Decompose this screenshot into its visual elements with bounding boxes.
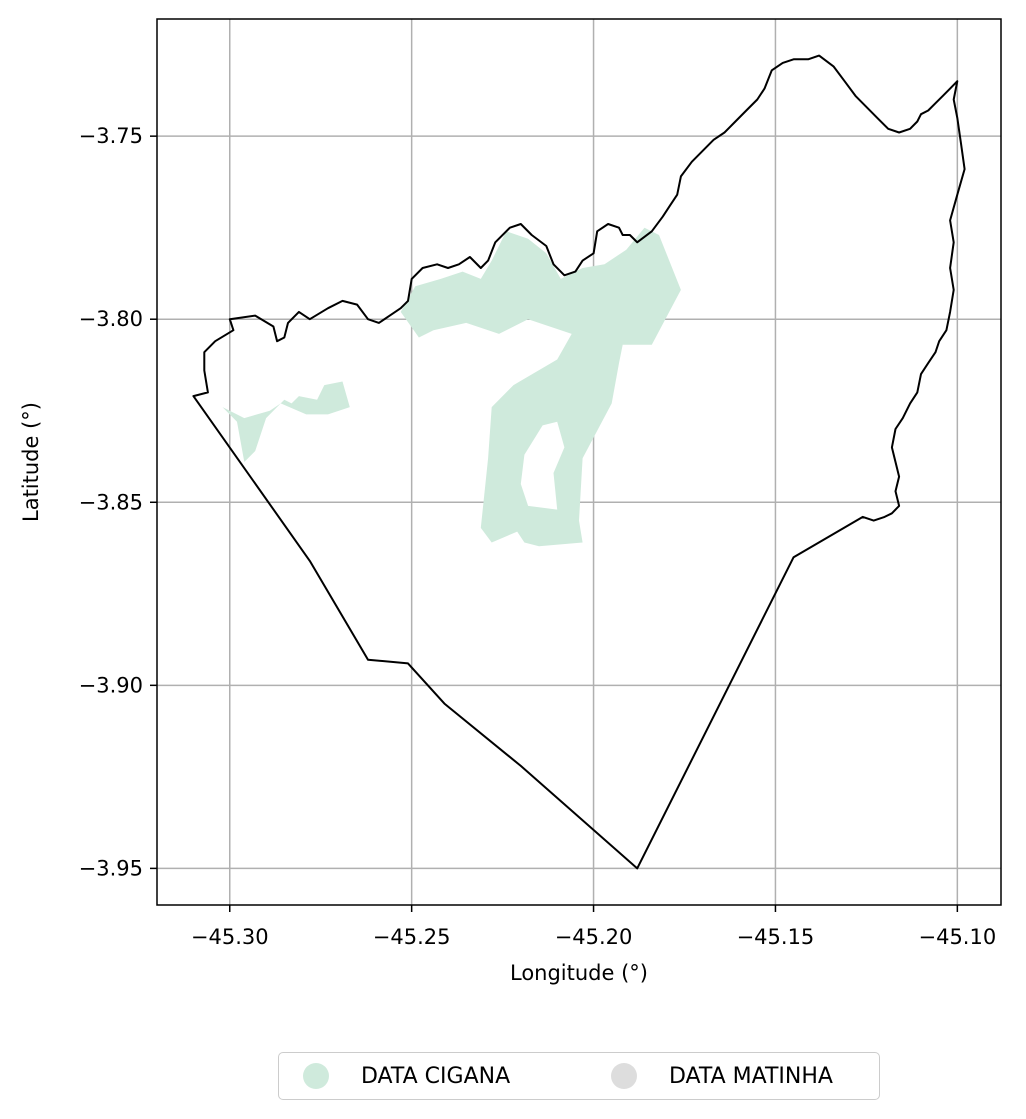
region-polygons	[222, 227, 681, 547]
plot-area-frame	[156, 18, 1002, 906]
legend-label-cigana: DATA CIGANA	[361, 1063, 511, 1089]
region-hole	[520, 421, 565, 510]
x-tick-label: −45.30	[191, 925, 269, 949]
x-axis-label: Longitude (°)	[510, 961, 648, 985]
y-tick-label: −3.90	[79, 673, 143, 697]
legend-label-matinha: DATA MATINHA	[669, 1063, 833, 1089]
y-tick-label: −3.80	[79, 307, 143, 331]
axis-ticks: −45.30 −45.25 −45.20 −45.15 −45.10 −3.75 −3.80…	[79, 124, 997, 949]
region-polygon	[400, 227, 681, 547]
legend: DATA CIGANA DATA MATINHA	[278, 1052, 880, 1100]
y-tick-label: −3.75	[79, 124, 143, 148]
municipality-boundary	[192, 54, 966, 870]
x-tick-label: −45.10	[918, 925, 996, 949]
y-axis-label: Latitude (°)	[19, 402, 43, 522]
boundary-line	[192, 54, 966, 870]
grid-lines	[157, 19, 1001, 905]
legend-marker-cigana	[303, 1063, 329, 1089]
x-tick-label: −45.25	[373, 925, 451, 949]
legend-marker-matinha	[611, 1063, 637, 1089]
x-tick-label: −45.15	[737, 925, 815, 949]
y-tick-label: −3.95	[79, 856, 143, 880]
legend-item-cigana: DATA CIGANA	[303, 1053, 510, 1099]
region-polygon	[222, 381, 350, 462]
legend-item-matinha: DATA MATINHA	[611, 1053, 833, 1099]
x-tick-label: −45.20	[555, 925, 633, 949]
y-tick-label: −3.85	[79, 490, 143, 514]
